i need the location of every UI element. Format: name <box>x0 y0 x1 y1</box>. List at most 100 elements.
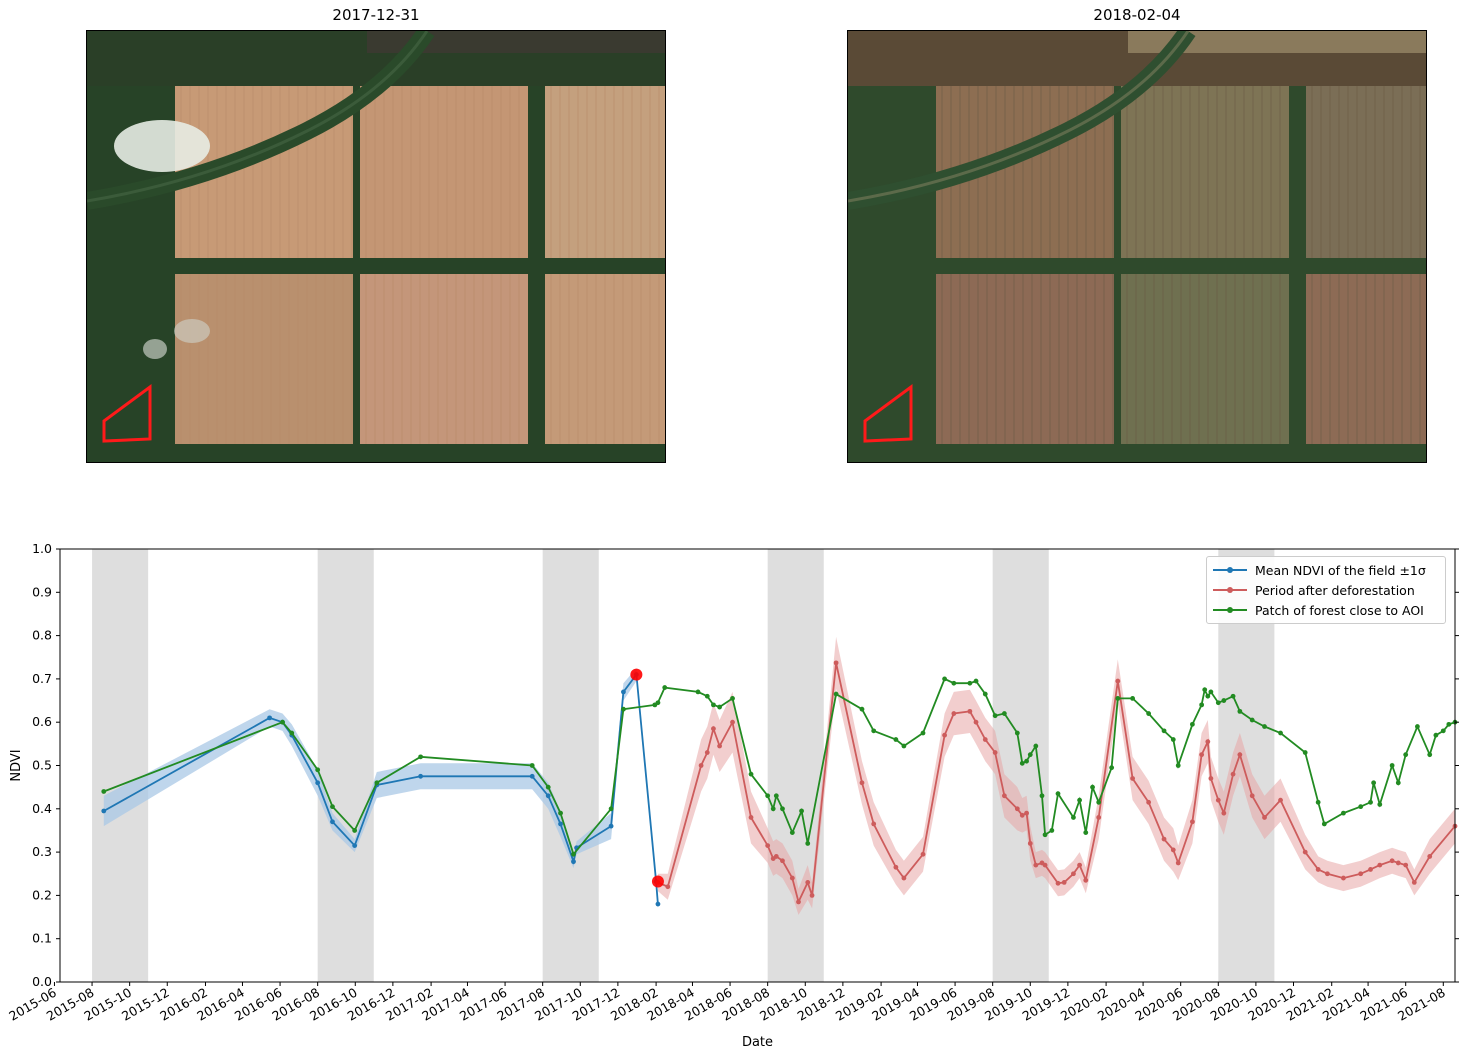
data-point <box>1237 708 1243 714</box>
legend-label-forest: Patch of forest close to AOI <box>1255 602 1424 618</box>
data-point <box>765 793 771 799</box>
river-line <box>87 31 429 203</box>
data-point <box>1199 752 1205 758</box>
data-point <box>621 689 626 695</box>
data-point <box>1230 693 1236 699</box>
data-point <box>1090 784 1095 790</box>
data-point <box>1175 763 1181 768</box>
y-tick-label: 0.8 <box>32 628 52 643</box>
data-point <box>859 780 865 786</box>
data-point <box>1096 799 1102 805</box>
data-point <box>711 726 716 732</box>
data-point <box>1077 797 1082 803</box>
data-point <box>982 691 988 697</box>
data-point <box>967 708 973 714</box>
data-point <box>1262 724 1267 729</box>
data-point <box>1427 752 1433 758</box>
data-point <box>805 880 811 885</box>
field-block <box>175 274 353 444</box>
legend-swatch-forest <box>1213 605 1247 615</box>
data-point <box>1403 752 1409 758</box>
data-point <box>833 660 839 666</box>
data-point <box>1014 730 1020 736</box>
data-point <box>655 901 661 907</box>
data-point <box>780 858 785 864</box>
data-point <box>1014 806 1020 812</box>
left-image-title: 2017-12-31 <box>332 6 420 24</box>
data-point <box>545 793 551 799</box>
data-point <box>748 815 754 820</box>
data-point <box>1433 732 1439 738</box>
data-point <box>1395 780 1401 786</box>
data-point <box>789 875 795 881</box>
data-point <box>973 719 979 725</box>
data-point <box>799 808 804 814</box>
data-point <box>901 743 907 749</box>
data-point <box>1115 695 1121 701</box>
data-point <box>289 730 295 736</box>
field-block <box>1121 274 1289 444</box>
data-point <box>773 854 779 859</box>
data-point <box>1019 812 1025 818</box>
data-point <box>770 806 776 812</box>
data-point <box>1377 862 1383 868</box>
x-axis-label: Date <box>742 1035 773 1050</box>
data-point <box>1189 819 1195 825</box>
data-point <box>1215 700 1221 706</box>
data-point <box>1130 776 1136 781</box>
legend-item-deforestation: Period after deforestation <box>1213 580 1439 600</box>
data-point <box>1170 847 1176 853</box>
data-point <box>748 771 754 777</box>
legend-swatch-deforestation <box>1213 585 1247 595</box>
data-point <box>1077 862 1082 868</box>
data-point <box>730 695 735 701</box>
data-point <box>1237 752 1243 758</box>
data-point <box>1230 771 1236 777</box>
data-point <box>789 830 795 836</box>
data-point <box>374 780 380 786</box>
data-point <box>1055 791 1061 797</box>
data-point <box>695 689 701 695</box>
dry-season-band <box>317 549 374 982</box>
data-point <box>1368 799 1373 805</box>
data-point <box>1170 737 1176 742</box>
data-point <box>1146 711 1152 716</box>
data-point <box>1341 810 1346 816</box>
data-point <box>1440 728 1446 734</box>
data-point <box>951 711 957 716</box>
data-point <box>558 821 563 827</box>
legend-item-forest: Patch of forest close to AOI <box>1213 600 1439 620</box>
data-point <box>1389 763 1395 768</box>
data-point <box>571 859 576 865</box>
data-point <box>330 819 335 825</box>
data-point <box>1033 862 1039 868</box>
data-point <box>1071 815 1076 820</box>
data-point <box>1027 841 1033 846</box>
ndvi-timeseries-chart: 0.00.10.20.30.40.50.60.70.80.91.02015-06… <box>6 541 1459 1050</box>
data-point <box>1083 830 1089 836</box>
cloud <box>143 339 167 359</box>
data-point <box>1208 776 1214 781</box>
data-point <box>1411 880 1417 885</box>
data-point <box>330 804 335 810</box>
data-point <box>1278 730 1283 736</box>
data-point <box>1049 828 1055 833</box>
legend-label-deforestation: Period after deforestation <box>1255 582 1415 598</box>
data-point <box>920 851 926 857</box>
data-point <box>871 821 877 827</box>
y-tick-label: 0.9 <box>32 584 52 599</box>
data-point <box>1019 760 1025 766</box>
data-point <box>655 700 661 706</box>
data-point <box>942 732 947 738</box>
data-point <box>730 719 735 725</box>
data-point <box>101 808 107 814</box>
data-point <box>352 828 358 833</box>
data-point <box>315 780 321 786</box>
data-point <box>717 704 722 710</box>
data-point <box>704 750 710 755</box>
data-point <box>1278 797 1283 803</box>
y-axis-label: NDVI <box>9 749 24 781</box>
data-point <box>418 773 424 779</box>
data-point <box>1205 693 1211 699</box>
data-point <box>1024 758 1029 764</box>
